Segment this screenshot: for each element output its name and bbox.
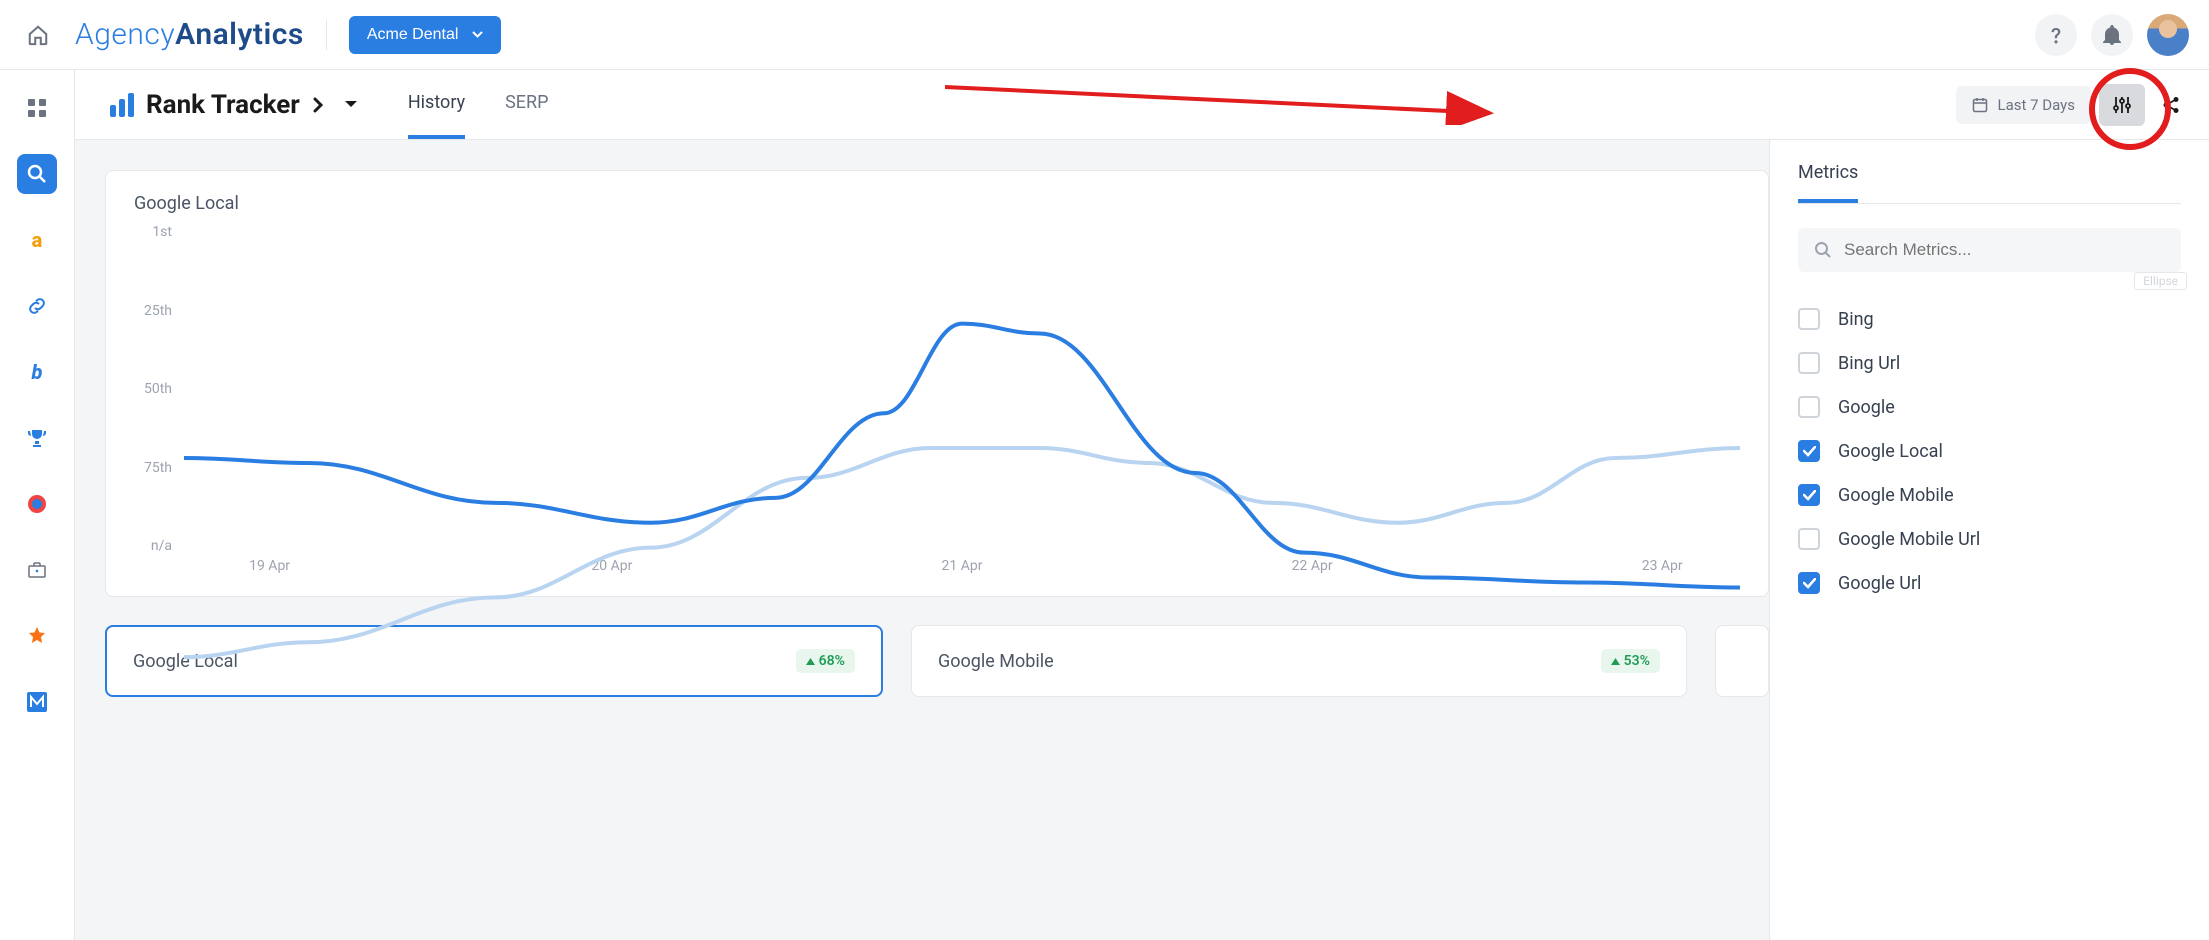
panel-tabs: Metrics bbox=[1798, 162, 2181, 204]
checkbox-icon bbox=[1798, 572, 1820, 594]
left-sidebar: ab bbox=[0, 70, 75, 940]
y-tick: 25th bbox=[134, 303, 172, 319]
metric-option[interactable]: Bing Url bbox=[1798, 352, 2181, 374]
sidebar-item-m[interactable] bbox=[17, 682, 57, 722]
chevron-down-icon bbox=[472, 31, 483, 38]
main-area: Rank Tracker History SERP Last 7 Days bbox=[75, 70, 2209, 940]
notifications-button[interactable] bbox=[2091, 14, 2133, 56]
breadcrumb: Rank Tracker bbox=[110, 90, 358, 120]
sidebar-item-a[interactable]: a bbox=[17, 220, 57, 260]
top-right-actions bbox=[2035, 14, 2189, 56]
page-tabs: History SERP bbox=[408, 70, 549, 139]
checkbox-icon bbox=[1798, 396, 1820, 418]
sidebar-item-search[interactable] bbox=[17, 154, 57, 194]
settings-sliders-button[interactable] bbox=[2099, 84, 2145, 126]
brand-logo[interactable]: AgencyAnalytics bbox=[75, 17, 304, 52]
share-button[interactable] bbox=[2153, 84, 2189, 126]
sliders-icon bbox=[2112, 95, 2132, 115]
checkbox-icon bbox=[1798, 528, 1820, 550]
top-header: AgencyAnalytics Acme Dental bbox=[0, 0, 2209, 70]
metric-option-label: Google Url bbox=[1838, 573, 1921, 594]
date-range-label: Last 7 Days bbox=[1998, 96, 2076, 114]
metrics-panel: Metrics Ellipse Bing Bing Url Google Google… bbox=[1769, 140, 2209, 940]
share-icon bbox=[2162, 96, 2180, 114]
y-tick: n/a bbox=[134, 538, 172, 554]
search-icon bbox=[1814, 241, 1832, 259]
metric-option-label: Bing bbox=[1838, 309, 1874, 330]
metrics-list: Bing Bing Url Google Google Local Google Mob… bbox=[1798, 308, 2181, 594]
header-actions: Last 7 Days bbox=[1956, 84, 2190, 126]
user-avatar[interactable] bbox=[2147, 14, 2189, 56]
client-name: Acme Dental bbox=[367, 26, 459, 44]
y-tick: 1st bbox=[134, 224, 172, 240]
sidebar-item-b[interactable]: b bbox=[17, 352, 57, 392]
content-area: Google Local 1st25th50th75thn/a19 Apr20 … bbox=[75, 140, 1769, 940]
y-tick: 50th bbox=[134, 381, 172, 397]
help-button[interactable] bbox=[2035, 14, 2077, 56]
sidebar-item-globe[interactable] bbox=[17, 484, 57, 524]
metric-option[interactable]: Google Mobile bbox=[1798, 484, 2181, 506]
y-tick: 75th bbox=[134, 460, 172, 476]
caret-down-icon[interactable] bbox=[344, 100, 358, 109]
checkbox-icon bbox=[1798, 484, 1820, 506]
home-icon[interactable] bbox=[0, 24, 75, 46]
chart-card: Google Local 1st25th50th75thn/a19 Apr20 … bbox=[105, 170, 1769, 597]
chart-title: Google Local bbox=[134, 193, 1740, 214]
metric-option-label: Google bbox=[1838, 397, 1895, 418]
chevron-right-icon bbox=[312, 96, 324, 114]
client-selector[interactable]: Acme Dental bbox=[349, 16, 502, 54]
page-header: Rank Tracker History SERP Last 7 Days bbox=[75, 70, 2209, 140]
metric-option[interactable]: Google Url bbox=[1798, 572, 2181, 594]
checkbox-icon bbox=[1798, 440, 1820, 462]
sidebar-item-star[interactable] bbox=[17, 616, 57, 656]
checkbox-icon bbox=[1798, 308, 1820, 330]
bell-icon bbox=[2103, 25, 2121, 45]
calendar-icon bbox=[1972, 97, 1988, 113]
metric-option[interactable]: Bing bbox=[1798, 308, 2181, 330]
metric-option[interactable]: Google bbox=[1798, 396, 2181, 418]
chart-svg bbox=[184, 224, 1740, 722]
ellipse-helper: Ellipse bbox=[2134, 272, 2187, 290]
checkbox-icon bbox=[1798, 352, 1820, 374]
tab-serp[interactable]: SERP bbox=[505, 70, 548, 139]
divider bbox=[326, 20, 327, 50]
panel-tab-metrics[interactable]: Metrics bbox=[1798, 162, 1858, 203]
metric-option[interactable]: Google Local bbox=[1798, 440, 2181, 462]
tab-history[interactable]: History bbox=[408, 70, 465, 139]
metrics-search[interactable]: Ellipse bbox=[1798, 228, 2181, 272]
page-title: Rank Tracker bbox=[146, 90, 300, 120]
chart-canvas: 1st25th50th75thn/a19 Apr20 Apr21 Apr22 A… bbox=[134, 224, 1740, 574]
sidebar-item-trophy[interactable] bbox=[17, 418, 57, 458]
date-range-button[interactable]: Last 7 Days bbox=[1956, 86, 2092, 124]
rank-tracker-icon bbox=[110, 93, 134, 117]
metric-option[interactable]: Google Mobile Url bbox=[1798, 528, 2181, 550]
logo-part2: Analytics bbox=[175, 17, 304, 52]
metric-option-label: Google Mobile Url bbox=[1838, 529, 1980, 550]
metrics-search-input[interactable] bbox=[1844, 240, 2165, 260]
question-icon bbox=[2050, 26, 2062, 44]
sidebar-item-case[interactable] bbox=[17, 550, 57, 590]
sidebar-item-grid[interactable] bbox=[17, 88, 57, 128]
metric-option-label: Google Mobile bbox=[1838, 485, 1954, 506]
metric-option-label: Bing Url bbox=[1838, 353, 1900, 374]
metric-option-label: Google Local bbox=[1838, 441, 1943, 462]
sidebar-item-link[interactable] bbox=[17, 286, 57, 326]
logo-part1: Agency bbox=[75, 17, 175, 52]
